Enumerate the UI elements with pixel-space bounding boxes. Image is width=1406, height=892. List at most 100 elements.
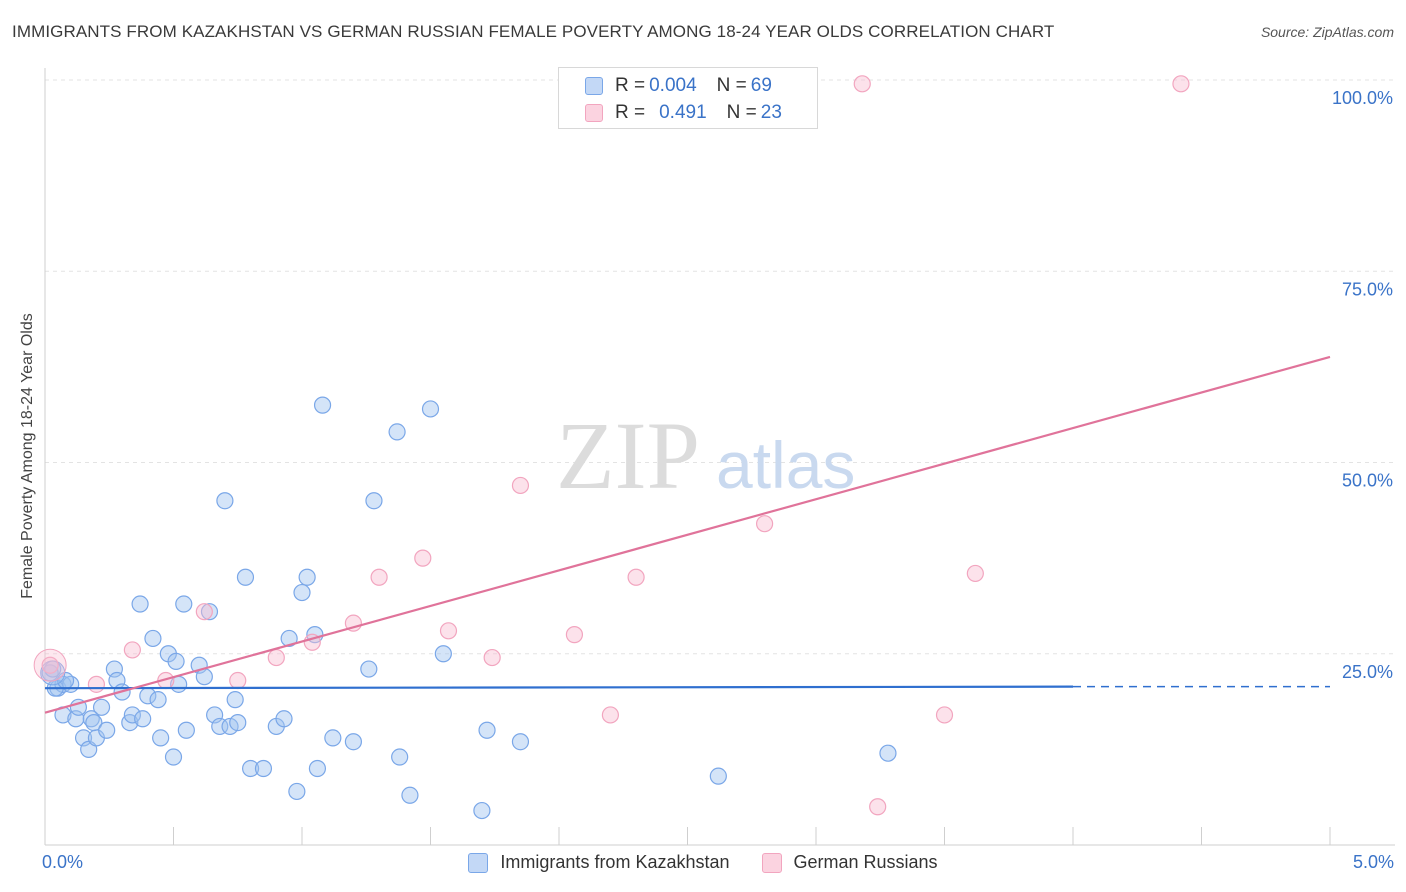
y-tick-label: 50.0%	[1342, 471, 1393, 491]
axes	[44, 68, 1395, 846]
kazakhstan-point	[242, 759, 260, 778]
kazakhstan-point	[131, 595, 149, 613]
kazakhstan-swatch	[468, 852, 489, 873]
german-russian-point	[87, 675, 106, 693]
legend-item-german-russian: German Russians	[761, 852, 938, 873]
german-russian-point	[414, 549, 432, 567]
legend-item-kazakhstan: Immigrants from Kazakhstan	[468, 852, 730, 873]
watermark-zip: ZIP	[556, 402, 700, 509]
y-tick-label: 25.0%	[1342, 662, 1393, 682]
stats-row-german-russian: R = 0.491 N = 23	[585, 101, 782, 125]
kazakhstan-point	[298, 568, 316, 586]
kazakhstan-point	[144, 629, 162, 648]
kazakhstan-point	[164, 748, 183, 766]
kazakhstan-point	[85, 713, 103, 732]
kazakhstan-point	[434, 645, 452, 663]
german-russian-point	[869, 798, 887, 816]
n-label: N =	[716, 75, 747, 96]
trend-lines	[44, 355, 1331, 714]
german-russian-point	[935, 706, 954, 724]
german-russian-point	[267, 648, 285, 667]
kazakhstan-point	[288, 782, 306, 801]
german-russian-point	[370, 568, 388, 586]
german-russian-point	[483, 648, 501, 667]
kazakhstan-point	[152, 729, 170, 747]
kazakhstan-point	[216, 492, 234, 510]
kazakhstan-point	[401, 786, 419, 804]
kazakhstan-point	[92, 698, 111, 716]
german-russian-point	[229, 671, 247, 690]
kazakhstan-point	[879, 744, 897, 762]
kazakhstan-point	[167, 652, 185, 671]
kazakhstan-trend-line	[44, 685, 1074, 690]
kazakhstan-point	[365, 492, 383, 510]
kazakhstan-swatch	[585, 77, 603, 95]
x-tick-min: 0.0%	[42, 852, 84, 872]
watermark: ZIP atlas	[556, 402, 855, 509]
german-russian-point	[123, 641, 141, 659]
kazakhstan-point	[308, 759, 327, 778]
german-russian-point	[627, 568, 645, 586]
legend-label: German Russians	[793, 852, 938, 872]
series-german-russian-points	[33, 75, 1190, 816]
german-russian-swatch	[761, 852, 782, 873]
grid-lines	[45, 79, 1395, 655]
r-label: R =	[615, 102, 646, 123]
n-label: N =	[726, 102, 757, 123]
series-legend: Immigrants from Kazakhstan German Russia…	[0, 852, 1406, 873]
kazakhstan-point	[221, 717, 239, 736]
german-russian-point	[41, 656, 59, 674]
kazakhstan-point	[200, 603, 219, 621]
kazakhstan-point	[360, 660, 378, 678]
kazakhstan-point	[280, 629, 298, 648]
kazakhstan-point	[473, 801, 491, 820]
kazakhstan-point	[229, 713, 247, 732]
r-label: R =	[615, 75, 646, 96]
kazakhstan-point	[478, 721, 496, 739]
kazakhstan-point	[275, 710, 293, 728]
german-russian-point	[853, 75, 871, 93]
y-tick-label: 100.0%	[1332, 88, 1393, 108]
r-value: 0.004	[649, 75, 697, 96]
kazakhstan-point	[226, 691, 244, 709]
kazakhstan-point	[177, 721, 195, 739]
kazakhstan-point	[254, 759, 273, 778]
german-russian-swatch	[585, 104, 603, 122]
kazakhstan-point	[421, 400, 440, 418]
kazakhstan-point	[123, 706, 141, 724]
german-russian-point	[195, 603, 213, 621]
y-tick-labels: 25.0% 50.0% 75.0% 100.0%	[1332, 88, 1393, 682]
german-russian-point	[966, 564, 984, 583]
kazakhstan-point	[98, 721, 116, 739]
n-value: 23	[760, 102, 782, 123]
german-russian-point	[1172, 75, 1190, 93]
german-russian-point	[511, 476, 530, 495]
kazakhstan-point	[324, 729, 342, 747]
n-value: 69	[750, 75, 772, 96]
kazakhstan-point	[388, 423, 406, 441]
german-russian-point	[601, 706, 620, 724]
kazakhstan-point	[175, 595, 193, 613]
watermark-atlas: atlas	[716, 428, 855, 502]
stats-legend: R = 0.004 N = 69 R = 0.491 N = 23	[558, 67, 818, 129]
kazakhstan-point	[134, 710, 152, 728]
kazakhstan-point	[391, 748, 409, 766]
r-value: 0.491	[659, 102, 707, 123]
german-russian-point	[755, 515, 774, 533]
kazakhstan-point	[236, 568, 255, 586]
stats-row-kazakhstan: R = 0.004 N = 69	[585, 74, 772, 98]
kazakhstan-point	[344, 733, 362, 751]
kazakhstan-point	[149, 691, 167, 709]
kazakhstan-point	[313, 396, 332, 414]
german-russian-point	[439, 622, 458, 640]
kazakhstan-point	[709, 767, 727, 785]
kazakhstan-point	[293, 583, 311, 602]
german-russian-point	[565, 626, 584, 644]
kazakhstan-point	[511, 733, 530, 751]
chart-title: IMMIGRANTS FROM KAZAKHSTAN VS GERMAN RUS…	[12, 22, 1055, 41]
german-russian-trend-line	[44, 355, 1331, 714]
y-tick-label: 75.0%	[1342, 279, 1393, 299]
german-russian-point	[33, 648, 67, 682]
source-credit: Source: ZipAtlas.com	[1260, 24, 1394, 40]
